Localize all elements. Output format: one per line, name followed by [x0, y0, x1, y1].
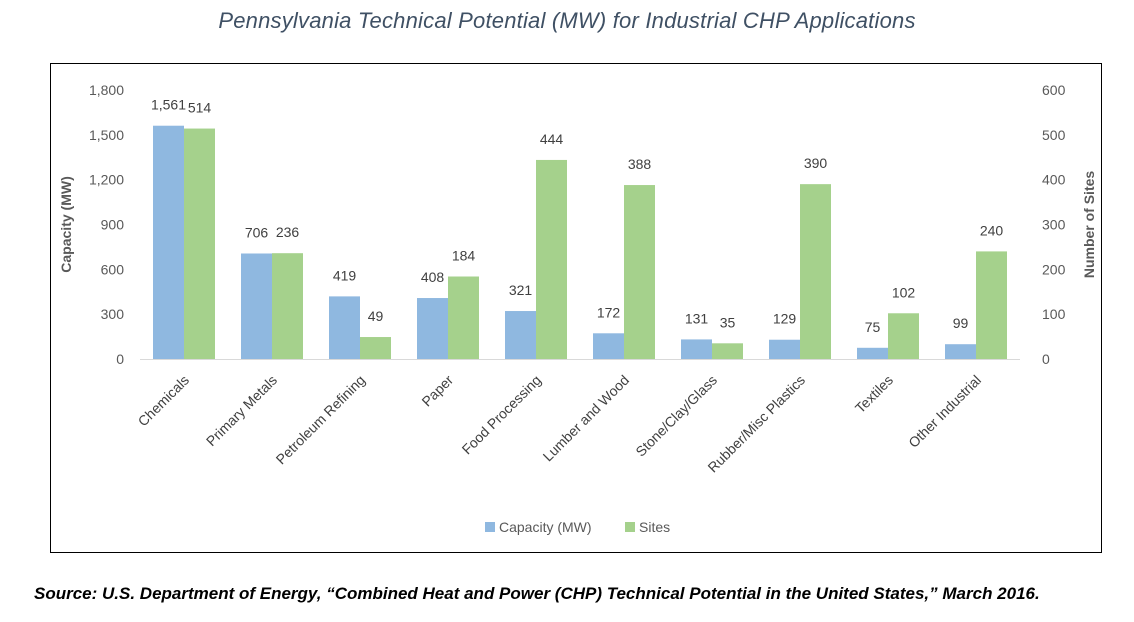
- y-tick-label: 1,500: [89, 127, 124, 143]
- y2-axis-title: Number of Sites: [1081, 171, 1097, 279]
- data-label-sites: 49: [368, 308, 384, 324]
- y2-tick-label: 400: [1042, 172, 1066, 188]
- y-tick-label: 600: [101, 261, 125, 277]
- bar-sites: [976, 251, 1007, 359]
- bar-sites: [448, 276, 479, 359]
- category-label: Lumber and Wood: [540, 372, 633, 465]
- category-label: Textiles: [852, 372, 896, 416]
- data-label-sites: 184: [452, 248, 476, 264]
- chart-frame: [50, 63, 1102, 553]
- bar-capacity: [241, 253, 272, 359]
- data-label-capacity: 75: [865, 319, 881, 335]
- y2-tick-label: 300: [1042, 217, 1066, 233]
- category-label: Rubber/Misc Plastics: [704, 372, 808, 476]
- category-label: Food Processing: [459, 372, 545, 458]
- data-label-capacity: 172: [597, 304, 621, 320]
- y-tick-label: 300: [101, 306, 125, 322]
- data-label-capacity: 99: [953, 315, 969, 331]
- y2-tick-label: 200: [1042, 261, 1066, 277]
- category-label: Stone/Clay/Glass: [632, 372, 720, 460]
- bar-sites: [712, 343, 743, 359]
- data-label-sites: 514: [188, 100, 212, 116]
- data-label-sites: 35: [720, 314, 736, 330]
- bar-capacity: [417, 298, 448, 359]
- bar-capacity: [857, 347, 888, 359]
- y2-tick-label: 600: [1042, 82, 1066, 98]
- data-label-capacity: 131: [685, 310, 709, 326]
- y-tick-label: 0: [116, 351, 124, 367]
- bar-sites: [800, 184, 831, 359]
- bar-capacity: [153, 125, 184, 359]
- y-tick-label: 1,800: [89, 82, 124, 98]
- category-label: Primary Metals: [203, 372, 280, 449]
- source-note: Source: U.S. Department of Energy, “Comb…: [34, 584, 1040, 603]
- data-label-capacity: 321: [509, 282, 533, 298]
- data-label-capacity: 419: [333, 267, 357, 283]
- category-label: Paper: [418, 372, 456, 410]
- bar-capacity: [593, 333, 624, 359]
- data-label-sites: 236: [276, 224, 300, 240]
- bar-sites: [624, 185, 655, 359]
- bar-capacity: [681, 339, 712, 359]
- bar-sites: [272, 253, 303, 359]
- bar-capacity: [505, 311, 536, 359]
- legend-label-sites: Sites: [639, 519, 670, 535]
- y-axis-title: Capacity (MW): [58, 176, 74, 272]
- data-label-capacity: 706: [245, 224, 269, 240]
- y2-tick-label: 100: [1042, 306, 1066, 322]
- data-label-sites: 444: [540, 131, 564, 147]
- data-label-capacity: 129: [773, 311, 797, 327]
- legend-swatch-sites: [625, 522, 635, 532]
- bar-capacity: [329, 296, 360, 359]
- data-label-sites: 240: [980, 222, 1004, 238]
- bar-capacity: [945, 344, 976, 359]
- category-label: Chemicals: [135, 372, 193, 430]
- chart-title: Pennsylvania Technical Potential (MW) fo…: [218, 8, 916, 33]
- category-label: Other Industrial: [905, 372, 984, 451]
- data-label-capacity: 408: [421, 269, 445, 285]
- data-label-sites: 102: [892, 284, 916, 300]
- legend-label-capacity: Capacity (MW): [499, 519, 592, 535]
- y2-tick-label: 0: [1042, 351, 1050, 367]
- category-label: Petroleum Refining: [273, 372, 369, 468]
- y-tick-label: 900: [101, 217, 125, 233]
- legend-swatch-capacity: [485, 522, 495, 532]
- bar-sites: [888, 313, 919, 359]
- bar-capacity: [769, 339, 800, 359]
- bar-sites: [536, 159, 567, 359]
- bar-sites: [184, 128, 215, 359]
- bar-sites: [360, 337, 391, 359]
- y-tick-label: 1,200: [89, 172, 124, 188]
- data-label-sites: 388: [628, 156, 652, 172]
- y2-tick-label: 500: [1042, 127, 1066, 143]
- data-label-sites: 390: [804, 155, 828, 171]
- data-label-capacity: 1,561: [151, 97, 186, 113]
